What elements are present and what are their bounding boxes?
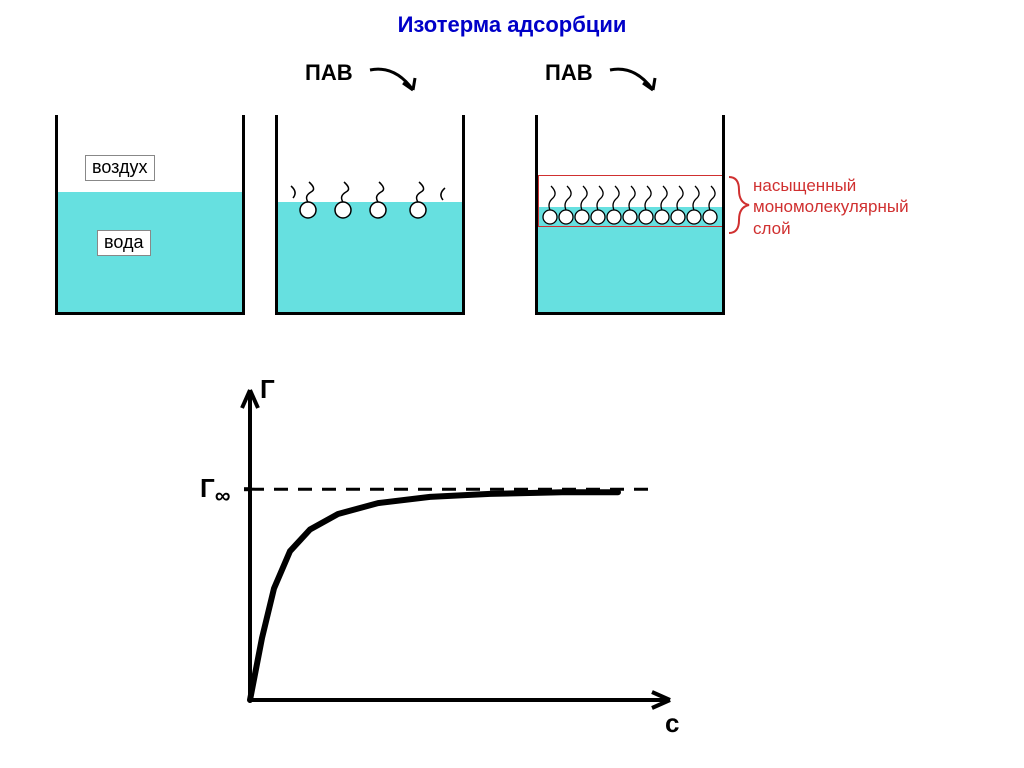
beaker-wall [462,115,465,315]
beaker-wall [535,312,725,315]
beaker-plain: воздух вода [55,115,245,315]
beaker-wall [55,312,245,315]
svg-text:Г: Г [260,374,275,404]
beaker-monolayer [535,115,725,315]
surfactant-molecules [278,180,462,230]
beaker-wall [535,115,538,315]
beaker-wall [275,312,465,315]
svg-text:c: c [665,708,679,738]
callout-line: насыщенный [753,175,909,196]
beaker-wall [242,115,245,315]
water-label: вода [97,230,151,256]
arrow-icon [365,65,425,105]
plot-svg: Гc Г∞ [190,370,690,740]
callout-line: мономолекулярный [753,196,909,217]
page-title: Изотерма адсорбции [0,12,1024,38]
beaker-wall [275,115,278,315]
surfactant-label: ПАВ [545,60,593,86]
callout-box [538,175,724,227]
air-label: воздух [85,155,155,181]
beaker-wall [722,115,725,315]
surfactant-label: ПАВ [305,60,353,86]
beaker-wall [55,115,58,315]
arrow-icon [605,65,665,105]
monolayer-callout: насыщенный мономолекулярный слой [753,175,909,239]
beakers-row: воздух вода ПАВ ПАВ насыщенный мономолек… [55,115,975,335]
callout-line: слой [753,218,909,239]
beaker-partial-surfactant [275,115,465,315]
adsorption-isotherm-plot: Гc Г∞ [190,370,690,740]
svg-text:Г∞: Г∞ [200,473,230,508]
